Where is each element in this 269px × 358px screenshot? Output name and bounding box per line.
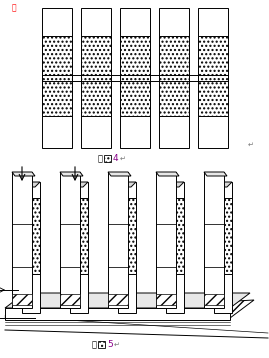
Polygon shape [166, 182, 184, 313]
Polygon shape [70, 182, 88, 313]
FancyBboxPatch shape [158, 36, 189, 116]
Polygon shape [204, 172, 227, 176]
Polygon shape [108, 172, 128, 308]
FancyBboxPatch shape [80, 8, 111, 148]
Polygon shape [108, 172, 131, 176]
Polygon shape [5, 308, 230, 320]
Polygon shape [204, 172, 224, 308]
Polygon shape [22, 182, 40, 313]
Polygon shape [65, 182, 88, 187]
FancyBboxPatch shape [158, 8, 189, 148]
Text: 4: 4 [113, 154, 119, 163]
Polygon shape [70, 198, 88, 274]
Polygon shape [60, 172, 83, 176]
Text: 图: 图 [12, 3, 17, 12]
Text: ↵: ↵ [114, 342, 120, 348]
Polygon shape [60, 172, 80, 308]
Polygon shape [156, 172, 179, 176]
Text: ↵: ↵ [120, 155, 126, 161]
Polygon shape [166, 198, 184, 274]
Text: 图: 图 [92, 340, 97, 349]
Polygon shape [204, 294, 224, 305]
Polygon shape [113, 182, 136, 187]
Polygon shape [60, 294, 80, 305]
FancyBboxPatch shape [119, 36, 150, 116]
FancyBboxPatch shape [197, 8, 228, 148]
Polygon shape [17, 182, 40, 187]
FancyBboxPatch shape [41, 36, 72, 116]
Polygon shape [5, 300, 254, 318]
Polygon shape [214, 198, 232, 274]
FancyBboxPatch shape [80, 36, 111, 116]
FancyBboxPatch shape [41, 8, 72, 148]
Polygon shape [108, 294, 128, 305]
FancyBboxPatch shape [98, 341, 105, 348]
FancyBboxPatch shape [104, 155, 111, 162]
Polygon shape [22, 198, 40, 274]
FancyBboxPatch shape [197, 36, 228, 116]
Text: ↵: ↵ [248, 142, 254, 148]
FancyBboxPatch shape [119, 8, 150, 148]
Polygon shape [5, 293, 250, 308]
Polygon shape [209, 182, 232, 187]
Polygon shape [12, 172, 32, 308]
Text: 5: 5 [107, 340, 113, 349]
Text: 图: 图 [98, 154, 103, 163]
Polygon shape [12, 294, 32, 305]
Polygon shape [118, 182, 136, 313]
Polygon shape [156, 294, 176, 305]
Polygon shape [161, 182, 184, 187]
Polygon shape [214, 182, 232, 313]
Polygon shape [156, 172, 176, 308]
Polygon shape [12, 172, 35, 176]
Polygon shape [118, 198, 136, 274]
